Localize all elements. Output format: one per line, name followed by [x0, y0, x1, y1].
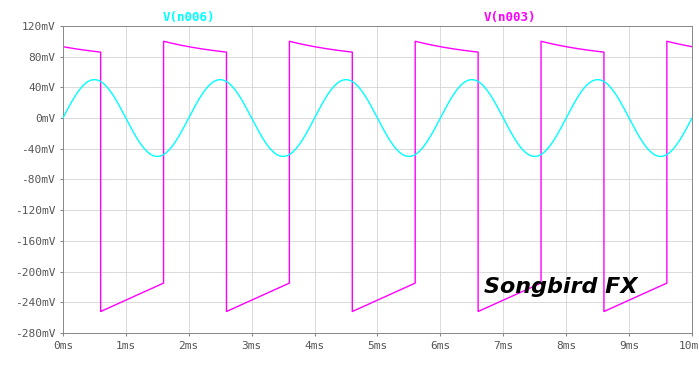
Text: V(n003): V(n003) [484, 11, 537, 24]
Text: V(n006): V(n006) [162, 11, 215, 24]
Text: Songbird FX: Songbird FX [484, 277, 638, 297]
